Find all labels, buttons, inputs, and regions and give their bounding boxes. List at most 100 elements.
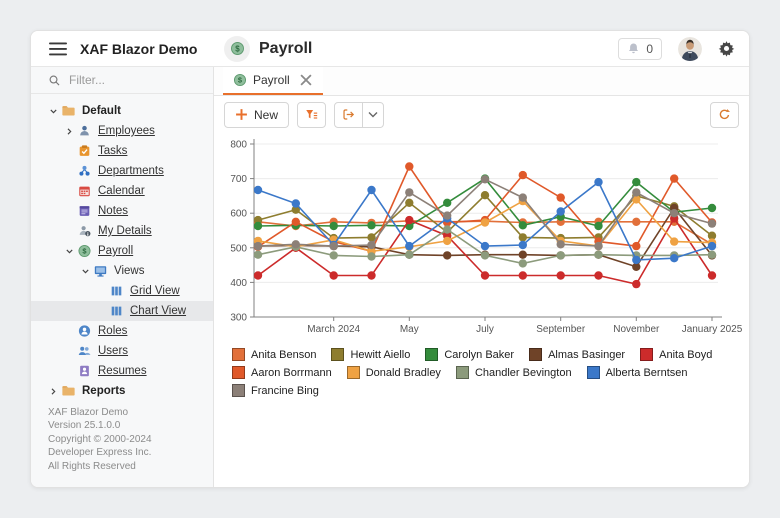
sidebar-item-label: Departments	[98, 165, 164, 177]
chevron-spacer	[61, 326, 77, 336]
sidebar-item-users[interactable]: Users	[31, 341, 213, 361]
toolbar: New	[214, 96, 749, 133]
sidebar-item-my-details[interactable]: My Details	[31, 221, 213, 241]
notifications-count: 0	[646, 41, 653, 56]
close-icon[interactable]	[299, 73, 313, 87]
views-icon	[93, 264, 108, 278]
chart-legend: Anita Benson Hewitt Aiello Carolyn Baker Al…	[226, 340, 745, 397]
legend-name: Aaron Borrmann	[251, 366, 332, 379]
legend-item-anita-benson: Anita Benson	[232, 348, 316, 361]
export-button[interactable]	[334, 101, 364, 128]
sidebar-item-label: Reports	[82, 385, 126, 397]
svg-text:September: September	[536, 324, 586, 335]
sidebar-item-departments[interactable]: Departments	[31, 161, 213, 181]
refresh-button[interactable]	[710, 101, 739, 128]
legend-name: Chandler Bevington	[474, 366, 572, 379]
chevron-down-icon[interactable]	[61, 246, 77, 256]
sidebar-item-label: Tasks	[98, 145, 128, 157]
employees-icon	[77, 124, 92, 138]
chevron-right-icon[interactable]	[61, 126, 77, 136]
sidebar-item-default[interactable]: Default	[31, 101, 213, 121]
sidebar-item-grid-view[interactable]: Grid View	[31, 281, 213, 301]
tab-payroll[interactable]: $ Payroll	[223, 67, 323, 95]
sidebar-item-resumes[interactable]: Resumes	[31, 361, 213, 381]
sidebar-item-roles[interactable]: Roles	[31, 321, 213, 341]
refresh-icon	[718, 108, 731, 121]
filter-funnel-icon	[305, 108, 318, 121]
chevron-spacer	[61, 366, 77, 376]
chevron-spacer	[61, 346, 77, 356]
sidebar-item-employees[interactable]: Employees	[31, 121, 213, 141]
legend-name: Anita Boyd	[659, 348, 713, 361]
sidebar-item-label: Employees	[98, 125, 155, 137]
tab-bar: $ Payroll	[214, 67, 749, 96]
legend-swatch	[232, 384, 245, 397]
users-icon	[77, 344, 92, 358]
legend-name: Anita Benson	[251, 348, 317, 361]
sidebar-item-payroll[interactable]: $ Payroll	[31, 241, 213, 261]
legend-swatch	[455, 366, 469, 379]
my-details-icon	[77, 224, 92, 238]
sidebar-item-chart-view[interactable]: Chart View	[31, 301, 213, 321]
chevron-spacer	[61, 186, 77, 196]
sidebar-item-calendar[interactable]: Calendar	[31, 181, 213, 201]
new-button-label: New	[254, 107, 279, 122]
sidebar-item-notes[interactable]: Notes	[31, 201, 213, 221]
roles-icon	[77, 324, 92, 338]
app-header: XAF Blazor Demo $ Payroll 0	[31, 31, 749, 67]
chevron-right-icon[interactable]	[45, 386, 61, 396]
app-window: XAF Blazor Demo $ Payroll 0 Default Emplo…	[30, 30, 750, 488]
sidebar-item-tasks[interactable]: Tasks	[31, 141, 213, 161]
chevron-down-icon[interactable]	[45, 106, 61, 116]
svg-text:500: 500	[230, 243, 247, 254]
chevron-down-icon[interactable]	[77, 266, 93, 276]
legend-item-aaron-borrmann: Aaron Borrmann	[232, 366, 332, 379]
tab-label: Payroll	[253, 73, 290, 87]
legend-swatch	[232, 366, 245, 379]
svg-text:January 2025: January 2025	[682, 324, 743, 335]
export-dropdown-button[interactable]	[362, 101, 385, 128]
avatar[interactable]	[678, 36, 702, 61]
columns-icon	[109, 304, 124, 318]
legend-item-alberta-berntsen: Alberta Berntsen	[586, 366, 688, 379]
sidebar-item-label: Default	[82, 105, 121, 117]
sidebar-item-label: Payroll	[98, 245, 134, 257]
legend-swatch	[425, 348, 439, 361]
filter-row	[31, 67, 213, 94]
legend-name: Carolyn Baker	[444, 348, 515, 361]
filter-button[interactable]	[297, 101, 327, 128]
svg-text:March 2024: March 2024	[307, 324, 360, 335]
notifications-button[interactable]: 0	[618, 37, 662, 60]
sidebar-footer: XAF Blazor Demo Version 25.1.0.0 Copyrig…	[31, 406, 213, 488]
sidebar-item-views[interactable]: Views	[31, 261, 213, 281]
chevron-down-icon	[368, 111, 378, 118]
main-area: $ Payroll New	[214, 67, 749, 487]
legend-name: Alberta Berntsen	[605, 366, 688, 379]
tasks-icon	[77, 144, 92, 158]
svg-text:700: 700	[230, 174, 247, 185]
calendar-icon	[77, 184, 92, 198]
chevron-spacer	[93, 306, 109, 316]
legend-name: Francine Bing	[251, 384, 319, 397]
sidebar-item-reports[interactable]: Reports	[31, 381, 213, 401]
sidebar-item-label: Chart View	[130, 305, 187, 317]
svg-text:July: July	[476, 324, 494, 335]
plus-icon	[235, 108, 248, 121]
sidebar-item-label: Grid View	[130, 285, 180, 297]
svg-text:$: $	[238, 76, 243, 85]
payroll-chart: 300 400 500 600 700 800 March 2024 May July Septe…	[230, 139, 743, 335]
svg-text:300: 300	[230, 313, 247, 324]
hamburger-menu-icon[interactable]	[49, 42, 67, 56]
footer-app-name: XAF Blazor Demo	[48, 406, 129, 418]
chevron-spacer	[61, 146, 77, 156]
sidebar-item-label: Views	[114, 265, 145, 277]
header-left: XAF Blazor Demo	[31, 31, 214, 66]
notes-icon	[77, 204, 92, 218]
gear-icon[interactable]	[718, 40, 735, 57]
legend-item-donald-bradley: Donald Bradley	[346, 366, 441, 379]
filter-input[interactable]	[69, 73, 203, 87]
svg-text:$: $	[82, 247, 87, 256]
new-button[interactable]: New	[224, 101, 290, 128]
legend-swatch	[586, 366, 600, 379]
legend-swatch	[232, 348, 245, 361]
